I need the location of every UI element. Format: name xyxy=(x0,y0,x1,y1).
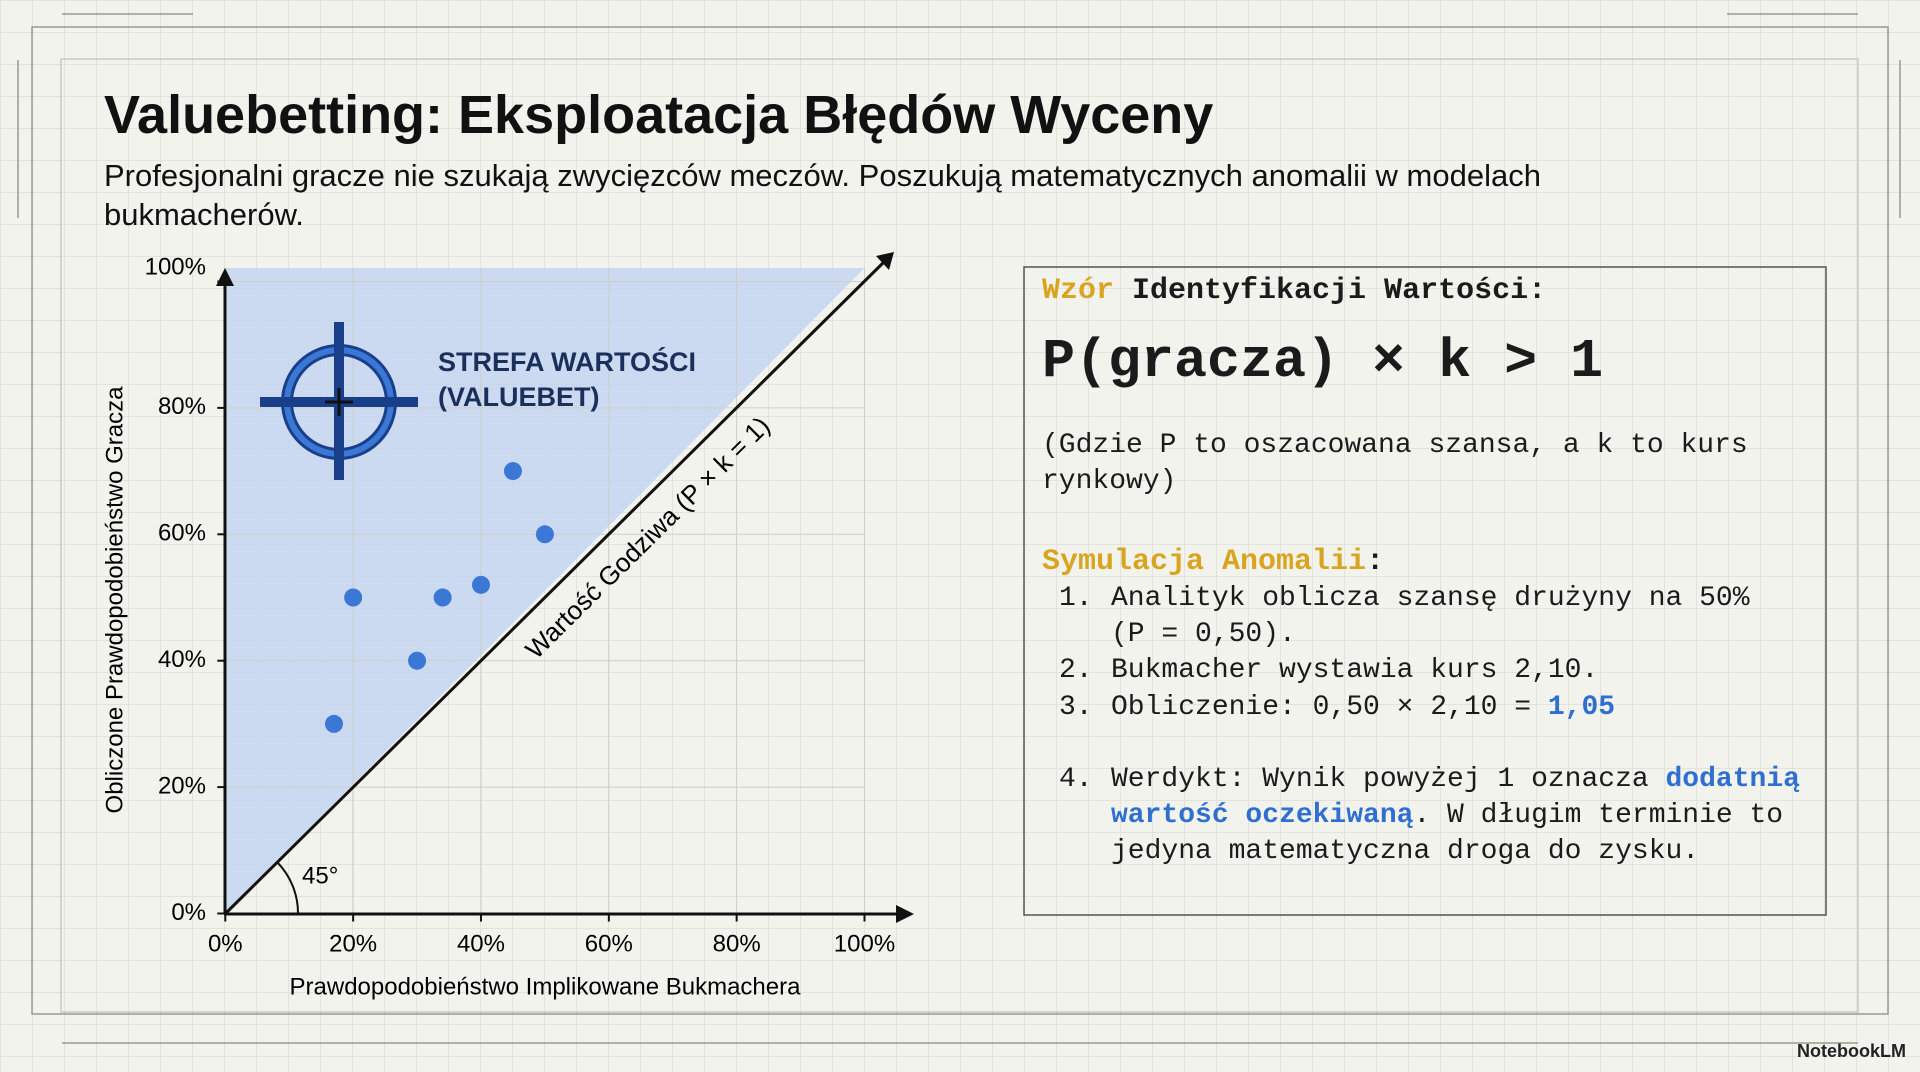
step: 2. Bukmacher wystawia kurs 2,10. xyxy=(1059,653,1800,689)
x-tick-label: 0% xyxy=(208,930,243,957)
point xyxy=(503,462,522,481)
step-line: Analityk oblicza szansę drużyny na 50% xyxy=(1111,581,1750,617)
note-line: rynkowy) xyxy=(1042,466,1177,497)
text-part: Bukmacher wystawia kurs 2,10. xyxy=(1111,655,1599,687)
x-tick-label: 40% xyxy=(457,930,505,957)
y-tick-label: 0% xyxy=(171,899,206,926)
step-line: (P = 0,50). xyxy=(1111,617,1750,653)
text-part: Analityk oblicza szansę drużyny na 50% xyxy=(1111,583,1750,614)
point xyxy=(324,714,343,733)
text-part: Wzór xyxy=(1042,274,1115,308)
text-part: Identyfikacji Wartości: xyxy=(1114,274,1547,308)
y-tick-label: 40% xyxy=(158,646,206,673)
frame xyxy=(17,13,1901,1044)
step-line: wartość oczekiwaną. W długim terminie to xyxy=(1111,798,1800,834)
text-part: . W długim terminie to xyxy=(1413,800,1784,832)
note-line: (Gdzie P to oszacowana szansa, a k to ku… xyxy=(1042,430,1748,461)
x-tick-label: 20% xyxy=(329,930,377,957)
step-text: Obliczenie: 0,50 × 2,10 = 1,05 xyxy=(1111,690,1615,726)
step-marker: 3. xyxy=(1059,691,1093,723)
step: 4. Werdykt: Wynik powyżej 1 oznacza dodat… xyxy=(1059,762,1800,871)
step-line: Obliczenie: 0,50 × 2,10 = 1,05 xyxy=(1111,690,1615,726)
y-tick-label: 20% xyxy=(158,772,206,799)
formula: P(gracza) × k > 1 xyxy=(1042,330,1604,393)
text-part: 1,05 xyxy=(1547,691,1616,723)
step-marker: 1. xyxy=(1059,583,1093,614)
step-text: Analityk oblicza szansę drużyny na 50% (P… xyxy=(1111,581,1750,653)
text-part: wartość oczekiwaną xyxy=(1111,800,1414,832)
text-part: dodatnią xyxy=(1665,763,1800,795)
text-part: (P = 0,50). xyxy=(1111,619,1296,651)
step-line: Bukmacher wystawia kurs 2,10. xyxy=(1111,653,1598,689)
x-tick-label: 80% xyxy=(713,930,761,957)
text-part: Obliczenie: 0,50 × 2,10 = xyxy=(1111,691,1548,723)
text-part: jedyna matematyczna droga do zysku. xyxy=(1111,836,1700,868)
panel-box xyxy=(1023,266,1827,916)
sim-title: Symulacja Anomalii: xyxy=(1042,545,1384,579)
step-marker: 2. xyxy=(1059,655,1093,687)
panel-title: Wzór Identyfikacji Wartości: xyxy=(1042,274,1546,308)
angle-arc xyxy=(276,861,299,914)
target-icon xyxy=(260,322,418,480)
note: (Gdzie P to oszacowana szansa, a k to ku… xyxy=(1042,428,1748,500)
zone-label: STREFA WARTOŚCI xyxy=(438,346,696,377)
brand: NotebookLM xyxy=(1797,1041,1906,1061)
point xyxy=(344,588,363,607)
step-text: Werdykt: Wynik powyżej 1 oznacza dodatni… xyxy=(1111,762,1800,871)
step-line: Werdykt: Wynik powyżej 1 oznacza dodatni… xyxy=(1111,762,1800,798)
steps: 1. Analityk oblicza szansę drużyny na 50%… xyxy=(1059,581,1800,870)
step: 3. Obliczenie: 0,50 × 2,10 = 1,05 xyxy=(1059,690,1800,726)
y-axis-title: Obliczone Prawdopodobieństwo Gracza xyxy=(101,386,128,814)
y-tick-label: 80% xyxy=(158,393,206,420)
text-part: Werdykt: Wynik powyżej 1 oznacza xyxy=(1111,763,1666,795)
title: Valuebetting: Eksploatacja Błędów Wyceny xyxy=(104,85,1214,145)
subtitle: Profesjonalni gracze nie szukają zwycięz… xyxy=(104,158,1541,232)
step-text: Bukmacher wystawia kurs 2,10. xyxy=(1111,653,1598,689)
y-tick-label: 60% xyxy=(158,520,206,547)
text-part: Symulacja Anomalii xyxy=(1042,545,1367,579)
text-part: : xyxy=(1366,545,1385,579)
step-marker: 4. xyxy=(1059,763,1093,795)
point xyxy=(471,575,490,594)
x-tick-label: 100% xyxy=(834,930,895,957)
angle-label: 45° xyxy=(302,862,338,889)
axes xyxy=(216,252,914,923)
point xyxy=(433,588,452,607)
point xyxy=(535,525,554,544)
point xyxy=(408,651,427,670)
x-axis-title: Prawdopodobieństwo Implikowane Bukmacher… xyxy=(290,973,802,1000)
x-tick-label: 60% xyxy=(585,930,633,957)
step: 1. Analityk oblicza szansę drużyny na 50%… xyxy=(1059,581,1800,653)
y-tick-label: 100% xyxy=(145,253,206,280)
step-line: jedyna matematyczna droga do zysku. xyxy=(1111,834,1800,870)
zone-label: (VALUEBET) xyxy=(438,382,600,412)
